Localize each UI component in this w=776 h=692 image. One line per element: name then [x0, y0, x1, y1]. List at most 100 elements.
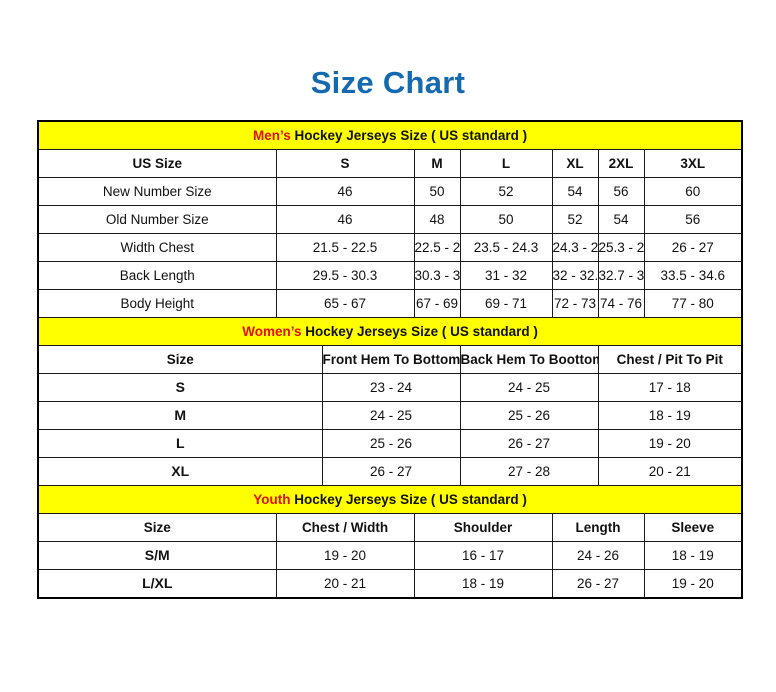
table-row: S 23 - 24 24 - 25 17 - 18 — [37, 373, 743, 402]
column-header: Front Hem To Bottom — [321, 345, 461, 374]
column-header: US Size — [37, 149, 277, 178]
table-cell: 21.5 - 22.5 — [275, 233, 415, 262]
column-header: Size — [37, 513, 277, 542]
row-label: S — [37, 373, 323, 402]
table-cell: 18 - 19 — [413, 569, 553, 599]
table-cell: 69 - 71 — [459, 289, 553, 318]
column-header-row: Size Chest / Width Shoulder Length Sleeve — [37, 513, 743, 542]
misspelled-word: Back Hem To Boottom — [461, 347, 597, 373]
table-cell: 48 — [413, 205, 461, 234]
table-row: Body Height 65 - 67 67 - 69 69 - 71 72 - 73 7… — [37, 289, 743, 318]
table-row: XL 26 - 27 27 - 28 20 - 21 — [37, 457, 743, 486]
table-cell: 27 - 28 — [459, 457, 599, 486]
column-header: Chest / Width — [275, 513, 415, 542]
table-cell: 52 — [551, 205, 599, 234]
section-banner-row: Women’s Hockey Jerseys Size ( US standar… — [37, 317, 743, 346]
table-cell: 74 - 76 — [597, 289, 645, 318]
table-cell: 19 - 20 — [597, 429, 743, 458]
table-row: L/XL 20 - 21 18 - 19 26 - 27 19 - 20 — [37, 569, 743, 599]
table-cell: 22.5 - 23.5 — [413, 233, 461, 262]
table-row: M 24 - 25 25 - 26 18 - 19 — [37, 401, 743, 430]
table-cell: 26 - 27 — [459, 429, 599, 458]
column-header: Shoulder — [413, 513, 553, 542]
table-cell: 17 - 18 — [597, 373, 743, 402]
size-chart-table: Men’s Hockey Jerseys Size ( US standard … — [37, 120, 744, 599]
table-cell: 60 — [643, 177, 743, 206]
table-cell: 46 — [275, 205, 415, 234]
section-banner-accent: Youth — [253, 492, 291, 507]
table-cell: 19 - 20 — [275, 541, 415, 570]
table-row: S/M 19 - 20 16 - 17 24 - 26 18 - 19 — [37, 541, 743, 570]
column-header: 3XL — [643, 149, 743, 178]
section-banner-accent: Women’s — [242, 324, 302, 339]
table-cell: 25 - 26 — [459, 401, 599, 430]
section-banner-rest: Hockey Jerseys Size ( US standard ) — [301, 324, 538, 339]
column-header-row: Size Front Hem To Bottom Back Hem To Boott… — [37, 345, 743, 374]
column-header: Back Hem To Boottom — [459, 345, 599, 374]
table-cell: 52 — [459, 177, 553, 206]
table-cell: 32 - 32.7 — [551, 261, 599, 290]
column-header: 2XL — [597, 149, 645, 178]
table-row: New Number Size 46 50 52 54 56 60 — [37, 177, 743, 206]
table-cell: 32.7 - 33.5 — [597, 261, 645, 290]
column-header: Chest / Pit To Pit — [597, 345, 743, 374]
table-cell: 23 - 24 — [321, 373, 461, 402]
table-row: Old Number Size 46 48 50 52 54 56 — [37, 205, 743, 234]
table-cell: 24.3 - 25.3 — [551, 233, 599, 262]
table-cell: 30.3 - 31 — [413, 261, 461, 290]
table-cell: 65 - 67 — [275, 289, 415, 318]
table-row: L 25 - 26 26 - 27 19 - 20 — [37, 429, 743, 458]
section-banner-accent: Men’s — [252, 128, 291, 143]
table-cell: 25 - 26 — [321, 429, 461, 458]
row-label: Back Length — [37, 261, 277, 290]
section-banner-rest: Hockey Jerseys Size ( US standard ) — [290, 492, 527, 507]
row-label: Body Height — [37, 289, 277, 318]
column-header: Size — [37, 345, 323, 374]
section-banner-rest: Hockey Jerseys Size ( US standard ) — [290, 128, 528, 143]
table-cell: 20 - 21 — [275, 569, 415, 599]
table-cell: 46 — [275, 177, 415, 206]
table-cell: 56 — [597, 177, 645, 206]
row-label: L — [37, 429, 323, 458]
table-cell: 50 — [413, 177, 461, 206]
row-label: L/XL — [37, 569, 277, 599]
column-header: M — [413, 149, 461, 178]
table-cell: 16 - 17 — [413, 541, 553, 570]
table-cell: 23.5 - 24.3 — [459, 233, 553, 262]
column-header: XL — [551, 149, 599, 178]
section-banner-womens: Women’s Hockey Jerseys Size ( US standar… — [37, 317, 743, 346]
table-cell: 67 - 69 — [413, 289, 461, 318]
table-cell: 54 — [551, 177, 599, 206]
section-banner-row: Men’s Hockey Jerseys Size ( US standard … — [37, 120, 743, 150]
row-label: Old Number Size — [37, 205, 277, 234]
column-header: Length — [551, 513, 645, 542]
page-title: Size Chart — [310, 65, 466, 100]
size-chart-table-wrap: Men’s Hockey Jerseys Size ( US standard … — [37, 120, 744, 599]
section-banner-youth: Youth Hockey Jerseys Size ( US standard … — [37, 485, 743, 514]
table-cell: 24 - 25 — [321, 401, 461, 430]
table-cell: 24 - 25 — [459, 373, 599, 402]
table-cell: 77 - 80 — [643, 289, 743, 318]
table-cell: 54 — [597, 205, 645, 234]
row-label: M — [37, 401, 323, 430]
table-cell: 25.3 - 26 — [597, 233, 645, 262]
row-label: New Number Size — [37, 177, 277, 206]
table-cell: 72 - 73 — [551, 289, 599, 318]
table-cell: 18 - 19 — [643, 541, 743, 570]
table-cell: 20 - 21 — [597, 457, 743, 486]
table-cell: 18 - 19 — [597, 401, 743, 430]
table-cell: 33.5 - 34.6 — [643, 261, 743, 290]
table-cell: 26 - 27 — [551, 569, 645, 599]
table-cell: 50 — [459, 205, 553, 234]
column-header-row: US Size S M L XL 2XL 3XL — [37, 149, 743, 178]
table-cell: 19 - 20 — [643, 569, 743, 599]
table-cell: 26 - 27 — [643, 233, 743, 262]
table-cell: 56 — [643, 205, 743, 234]
section-banner-row: Youth Hockey Jerseys Size ( US standard … — [37, 485, 743, 514]
row-label: XL — [37, 457, 323, 486]
table-cell: 24 - 26 — [551, 541, 645, 570]
column-header: L — [459, 149, 553, 178]
